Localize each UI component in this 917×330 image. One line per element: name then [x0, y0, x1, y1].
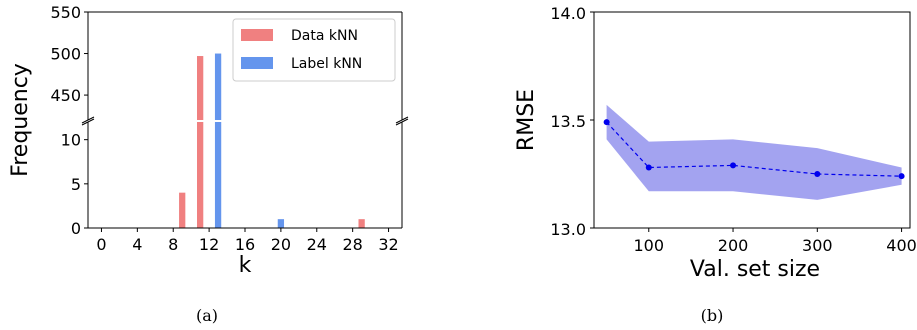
x-tick-label: 0	[96, 235, 106, 254]
upper-y-tick-label: 450	[50, 86, 81, 105]
x-tick-label: 28	[342, 235, 362, 254]
panel-b-ticks: 13.0 13.5 14.0 100 200 300 400	[550, 4, 916, 255]
panel-b-caption: (b)	[701, 306, 724, 325]
legend-swatch-1	[241, 57, 273, 69]
bar-0-0	[179, 192, 186, 228]
panel-b-xlabel: Val. set size	[690, 257, 820, 282]
x-tick-label: 12	[199, 235, 219, 254]
bar-lower-0-1	[197, 122, 204, 228]
rmse-point-3	[814, 171, 821, 177]
y-tick-label: 13.5	[550, 112, 586, 131]
uncertainty-band	[606, 104, 902, 200]
panel-a-caption: (a)	[196, 306, 218, 325]
rmse-point-1	[645, 164, 652, 171]
panel-b-axes	[593, 11, 911, 229]
rmse-line	[603, 119, 905, 180]
panel-a-legend: Data kNN Label kNN	[232, 18, 396, 82]
bar-upper-1-0	[214, 53, 222, 120]
panel-b-ylabel: RMSE	[514, 89, 539, 151]
x-tick-label: 200	[718, 236, 749, 255]
panel-b-frame	[593, 11, 911, 229]
x-tick-label: 8	[168, 235, 178, 254]
y-tick-label: 14.0	[550, 4, 586, 23]
legend-label-0: Data kNN	[291, 28, 358, 44]
rmse-point-2	[730, 162, 737, 169]
rmse-point-0	[603, 119, 610, 126]
legend-box	[232, 18, 396, 82]
legend-label-1: Label kNN	[291, 56, 362, 72]
bar-upper-0-1	[197, 56, 204, 120]
lower-y-tick-label: 0	[71, 219, 81, 238]
upper-plot-area	[197, 53, 222, 120]
lower-y-tick-label: 10	[61, 131, 81, 150]
panel-a-histogram: 450 500 550 0 5 10 0 4 8 12 16 20 24 28 32 Frequency k…	[8, 3, 409, 325]
panel-a-xlabel: k	[239, 253, 252, 278]
x-tick-label: 24	[307, 235, 327, 254]
bar-lower-1-0	[214, 122, 222, 228]
break-mark-lower-1	[395, 118, 409, 126]
panel-b-rmse-plot: 13.0 13.5 14.0 100 200 300 400 RMSE Val. set s…	[514, 4, 917, 325]
y-tick-label: 13.0	[550, 220, 586, 239]
lower-plot-area	[179, 122, 365, 228]
x-tick-label: 100	[633, 236, 664, 255]
break-mark-upper-1	[395, 116, 409, 124]
x-tick-label: 400	[886, 236, 917, 255]
legend-swatch-0	[241, 29, 273, 41]
x-tick-label: 4	[132, 235, 142, 254]
panel-a-ylabel: Frequency	[8, 63, 33, 177]
confidence-band	[606, 104, 902, 200]
x-tick-label: 20	[271, 235, 291, 254]
break-mark-lower-0	[81, 118, 95, 126]
bar-0-2	[358, 219, 365, 228]
bar-1-1	[277, 219, 285, 228]
rmse-point-4	[898, 173, 905, 180]
panel-a-ticks: 450 500 550 0 5 10 0 4 8 12 16 20 24 28 32	[50, 3, 398, 254]
upper-y-tick-label: 500	[50, 45, 81, 64]
lower-y-tick-label: 5	[71, 175, 81, 194]
x-tick-label: 300	[802, 236, 833, 255]
x-tick-label: 32	[378, 235, 398, 254]
upper-y-tick-label: 550	[50, 3, 81, 22]
break-mark-upper-0	[81, 116, 95, 124]
x-tick-label: 16	[235, 235, 255, 254]
